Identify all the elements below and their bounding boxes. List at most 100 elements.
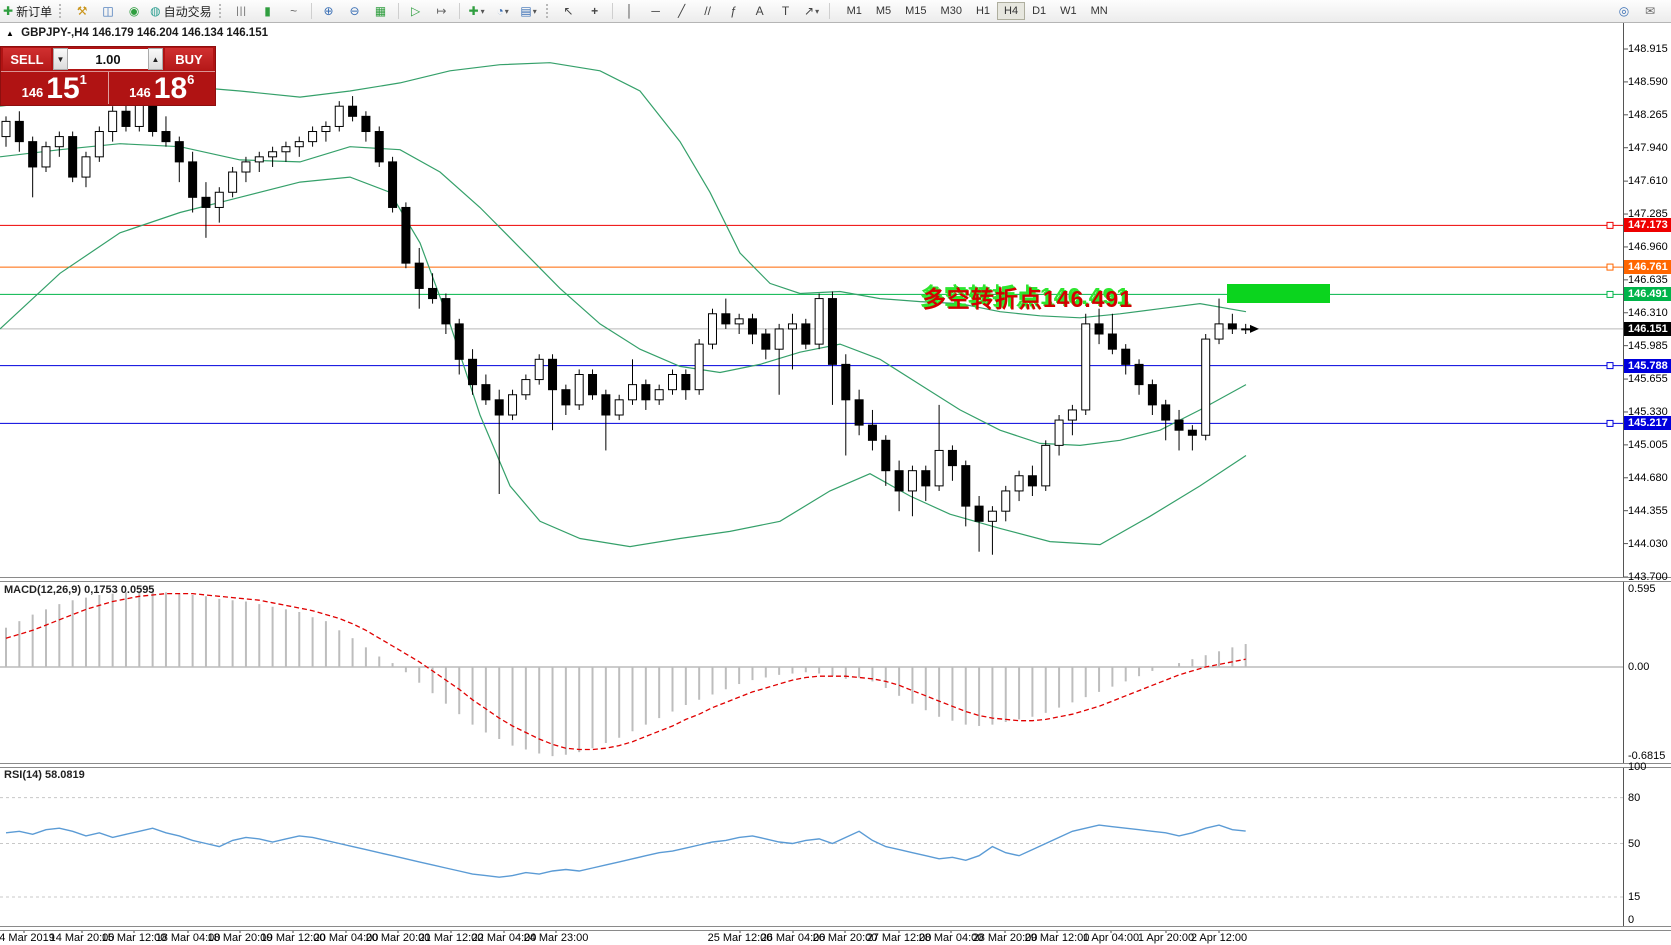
volume-input[interactable] xyxy=(68,49,148,69)
separator xyxy=(611,3,613,19)
hammer-button[interactable]: ⚒ xyxy=(70,1,94,21)
crosshair-button[interactable]: + xyxy=(583,1,607,21)
chart-shift-button[interactable]: ↦ xyxy=(430,1,454,21)
fibonacci-button[interactable]: ƒ xyxy=(722,1,746,21)
autotrade-button[interactable]: ◍ 自动交易 xyxy=(148,1,214,21)
tile-windows-button[interactable]: ▦ xyxy=(369,1,393,21)
candle-body xyxy=(1081,323,1091,411)
annotation-text: 多空转折点146.491 xyxy=(923,286,1134,312)
level-handle[interactable] xyxy=(1606,419,1614,427)
rsi-pane[interactable] xyxy=(0,767,1623,926)
arrows-button[interactable]: ↗ ▾ xyxy=(800,1,824,21)
crosshair-icon: + xyxy=(591,4,599,18)
one-click-trading-panel: SELL ▼ ▲ BUY 146 15 1 146 18 6 xyxy=(0,46,216,106)
macd-pane[interactable] xyxy=(0,582,1623,764)
level-handle[interactable] xyxy=(1606,290,1614,298)
candle-body xyxy=(334,105,344,127)
timeframe-button-M15[interactable]: M15 xyxy=(905,5,927,17)
templates-button[interactable]: ▤ ▾ xyxy=(517,1,541,21)
candle-body xyxy=(161,131,171,143)
sell-button[interactable]: SELL xyxy=(3,48,51,70)
candle-body xyxy=(1107,333,1117,350)
candle-body xyxy=(1,120,11,138)
label-button[interactable]: T xyxy=(774,1,798,21)
candle-body xyxy=(174,141,184,163)
timeframe-button-H4[interactable]: H4 xyxy=(997,2,1026,20)
timeframe-button-H1[interactable]: H1 xyxy=(975,5,991,17)
price-tick-label: 146.310 xyxy=(1628,306,1668,319)
candle-body xyxy=(428,287,438,300)
search-icon: ◎ xyxy=(1618,4,1630,18)
pane-separator[interactable] xyxy=(0,577,1671,582)
candle-body xyxy=(827,298,837,365)
chat-button[interactable]: ✉ xyxy=(1638,1,1662,21)
timeframe-button-M1[interactable]: M1 xyxy=(846,5,862,17)
candle-body xyxy=(28,141,38,168)
level-price-tag: 146.761 xyxy=(1624,260,1671,275)
channel-button[interactable]: // xyxy=(696,1,720,21)
price-tick-label: 148.590 xyxy=(1628,75,1668,88)
sell-price[interactable]: 146 15 1 xyxy=(1,72,109,104)
price-pane[interactable] xyxy=(0,23,1623,577)
search-button[interactable]: ◎ xyxy=(1612,1,1636,21)
ohlc-high: 146.204 xyxy=(136,27,179,39)
price-tick-label: 145.005 xyxy=(1628,438,1668,451)
vertical-line-button[interactable]: │ xyxy=(618,1,642,21)
text-button[interactable]: A xyxy=(748,1,772,21)
new-order-icon: ✚ xyxy=(3,4,14,18)
volume-decrease-button[interactable]: ▼ xyxy=(53,48,68,70)
buy-button[interactable]: BUY xyxy=(165,48,213,70)
candle-body xyxy=(348,105,358,117)
pane-separator[interactable] xyxy=(0,763,1671,768)
new-order-button[interactable]: ✚ 新订单 xyxy=(1,1,54,21)
auto-scroll-button[interactable]: ▷ xyxy=(404,1,428,21)
horizontal-line-button[interactable]: ─ xyxy=(644,1,668,21)
candle-body xyxy=(414,262,424,289)
candle-body xyxy=(1214,323,1224,340)
date-tick-label: 21 Mar 12:00 xyxy=(418,932,484,944)
candle-body xyxy=(241,161,251,173)
chevron-down-icon: ▾ xyxy=(480,6,485,16)
periods-button[interactable]: ◔ ▾ xyxy=(491,1,515,21)
indicators-button[interactable]: ✚ ▾ xyxy=(465,1,489,21)
candle-body xyxy=(921,470,931,487)
buy-price[interactable]: 146 18 6 xyxy=(109,72,216,104)
line-chart-button[interactable]: ~ xyxy=(282,1,306,21)
candlestick-chart-button[interactable]: ▮ xyxy=(256,1,280,21)
timeframe-button-W1[interactable]: W1 xyxy=(1060,5,1077,17)
candle-body xyxy=(254,156,264,163)
zoom-in-icon: ⊕ xyxy=(323,4,334,18)
candle-body xyxy=(867,424,877,441)
candle-body xyxy=(707,313,717,345)
profile-button[interactable]: ◫ xyxy=(96,1,120,21)
candle-body xyxy=(881,439,891,472)
level-handle[interactable] xyxy=(1606,263,1614,271)
cursor-button[interactable]: ↖ xyxy=(557,1,581,21)
candle-body xyxy=(787,323,797,330)
candle-body xyxy=(1201,338,1211,436)
volume-increase-button[interactable]: ▲ xyxy=(148,48,163,70)
timeframe-button-D1[interactable]: D1 xyxy=(1032,5,1047,17)
zoom-out-button[interactable]: ⊖ xyxy=(343,1,367,21)
timeframe-button-M5[interactable]: M5 xyxy=(875,5,892,17)
level-price-tag: 145.217 xyxy=(1624,416,1671,431)
timeframe-button-MN[interactable]: MN xyxy=(1090,5,1108,17)
candle-body xyxy=(494,399,504,416)
autotrade-label: 自动交易 xyxy=(163,4,212,19)
candle-body xyxy=(947,449,957,467)
arrows-icon: ↗ xyxy=(804,4,815,18)
candle-body xyxy=(628,384,638,401)
candle-body xyxy=(321,125,331,133)
zoom-in-button[interactable]: ⊕ xyxy=(317,1,341,21)
candle-body xyxy=(94,131,104,158)
template-icon: ▤ xyxy=(520,4,532,18)
level-handle[interactable] xyxy=(1606,221,1614,229)
timeframe-button-M30[interactable]: M30 xyxy=(940,5,962,17)
bar-chart-button[interactable]: ||| xyxy=(230,1,254,21)
level-handle[interactable] xyxy=(1606,362,1614,370)
profile-icon: ◫ xyxy=(102,4,114,18)
trendline-button[interactable]: ╱ xyxy=(670,1,694,21)
candle-body xyxy=(468,358,478,386)
signal-button[interactable]: ◉ xyxy=(122,1,146,21)
